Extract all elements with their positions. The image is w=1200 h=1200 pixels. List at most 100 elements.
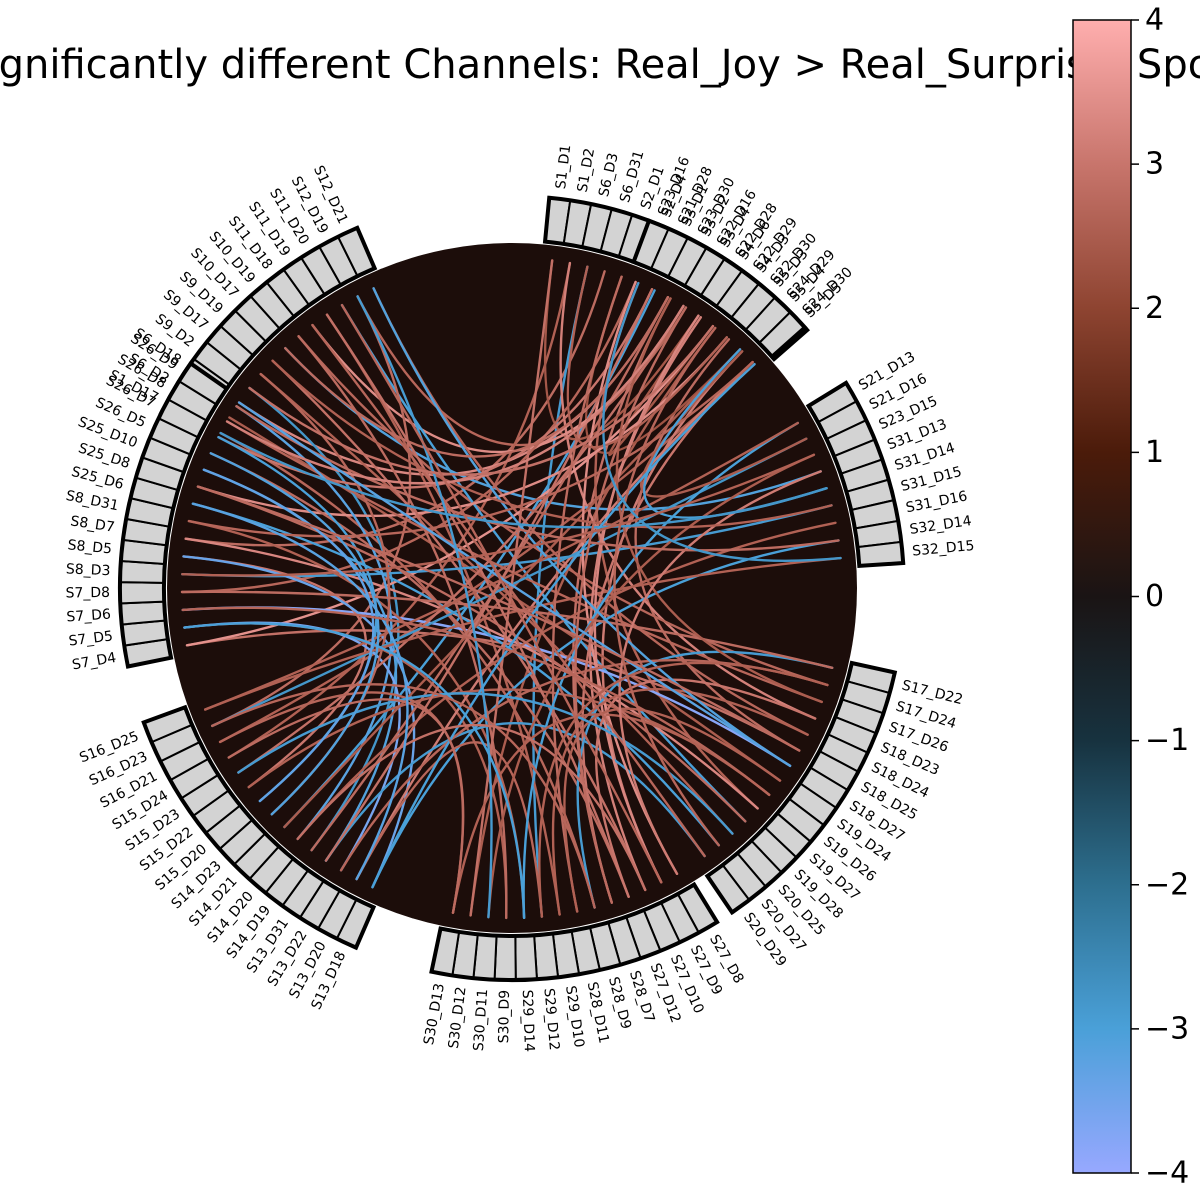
edge-S20_D29-S11_D18 xyxy=(311,323,706,858)
edge-S4_D6-S22_D29 xyxy=(608,316,715,457)
node-label-S30_D11: S30_D11 xyxy=(471,988,491,1051)
node-label-S30_D9: S30_D9 xyxy=(496,990,513,1044)
edge-S27_D10-S4_D6 xyxy=(588,316,702,892)
edge-S5_D5-S13_D18 xyxy=(371,363,756,889)
edge-S4_D3-S20_D27 xyxy=(613,326,720,847)
colorbar-tick-label: 4 xyxy=(1145,3,1164,38)
node-label-S7_D5: S7_D5 xyxy=(68,628,114,649)
edge-S6_D18-S18_D27 xyxy=(237,401,792,767)
colorbar-tick-label: 3 xyxy=(1145,147,1164,182)
edge-S17_D22-S7_D8 xyxy=(180,590,834,669)
node-S30_D9 xyxy=(493,934,517,981)
edge-S25_D6-S20_D27 xyxy=(191,502,720,847)
node-label-S7_D6: S7_D6 xyxy=(66,607,112,626)
group-border-6 xyxy=(704,660,898,916)
edge-S18_D23-S27_D12 xyxy=(595,678,817,898)
edge-S31_D15-S9_D19 xyxy=(271,359,833,529)
edge-S23_D30-S10_D17 xyxy=(284,296,670,458)
edge-S8_D3-S23_D15 xyxy=(181,453,816,577)
edge-S15_D24-S30_D13 xyxy=(227,698,465,914)
edge-S2_D4-S32_D15 xyxy=(602,281,842,562)
colorbar-tick-label: −1 xyxy=(1145,723,1189,758)
node-label-S29_D12: S29_D12 xyxy=(540,988,562,1051)
chord-diagram: S1_D1 S1_D2S6_D3S6_D31S2_D1S2_D4S3_D1S3_D… xyxy=(64,144,975,1052)
edge-S28_D9-S17_D22 xyxy=(576,650,834,909)
node-label-S30_D12: S30_D12 xyxy=(446,986,470,1050)
node-label-S28_D11: S28_D11 xyxy=(584,981,612,1045)
colorbar-tick-label: −3 xyxy=(1145,1011,1189,1046)
group-border-7 xyxy=(805,380,906,568)
edge-S11_D20-S27_D9 xyxy=(340,303,663,884)
edge-S22_D16-S26_D8 xyxy=(225,304,685,485)
edge-S7_D5-S29_D14 xyxy=(183,622,526,919)
edge-S19_D26-S7_D6 xyxy=(181,606,771,796)
node-label-S1_D2: S1_D2 xyxy=(575,147,599,194)
edges xyxy=(180,259,842,920)
edge-S29_D12-S13_D20 xyxy=(355,741,544,918)
group-border-4 xyxy=(141,704,377,951)
edge-S16_D23-S28_D9 xyxy=(211,683,596,909)
colorbar-tick-label: 1 xyxy=(1145,435,1164,470)
node-label-S29_D10: S29_D10 xyxy=(562,985,587,1049)
group-border-5 xyxy=(429,881,720,982)
group-border-1 xyxy=(542,195,810,362)
edge-S27_D8-S23_D16 xyxy=(581,280,679,875)
node-label-S8_D7: S8_D7 xyxy=(69,513,115,535)
edge-S13_D20-S25_D6 xyxy=(191,502,409,881)
edge-S19_D28-S25_D8 xyxy=(196,485,747,823)
edge-S28_D11-S2_D1 xyxy=(551,275,623,913)
edge-S18_D25-S25_D8 xyxy=(196,485,801,752)
edge-S13_D31-S20_D29 xyxy=(324,721,706,862)
colorbar-gradient xyxy=(1072,19,1132,1174)
node-label-S8_D5: S8_D5 xyxy=(67,537,113,557)
edge-S14_D20-S31_D16 xyxy=(296,521,837,841)
edge-S3_D4-S12_D19 xyxy=(356,295,688,447)
edge-S8_D7-S19_D27 xyxy=(184,537,759,810)
node-S7_D8 xyxy=(119,581,166,605)
node-label-S6_D3: S6_D3 xyxy=(596,151,622,198)
node-label-S30_D13: S30_D13 xyxy=(421,982,448,1046)
node-label-S31_D16: S31_D16 xyxy=(905,488,969,516)
edge-S30_D12-S1_D1 xyxy=(469,259,554,917)
colorbar: 4 3 2 1 0 −1 −2 −3 −4 xyxy=(1072,3,1189,1191)
colorbar-tick-label: 0 xyxy=(1145,579,1164,614)
edge-S31_D13-S27_D8 xyxy=(618,470,822,875)
group-border-8 xyxy=(631,218,808,360)
node-S29_D14 xyxy=(514,934,539,981)
edge-S29_D10-S18_D24 xyxy=(551,688,809,916)
edge-S12_D19-S16_D23 xyxy=(211,295,412,728)
group-border-3 xyxy=(118,360,230,669)
edge-S10_D19-S17_D24 xyxy=(297,335,829,687)
node-label-S8_D3: S8_D3 xyxy=(66,561,111,579)
colorbar-tick-label: −4 xyxy=(1145,1156,1189,1191)
node-label-S29_D14: S29_D14 xyxy=(519,989,537,1052)
node-label-S32_D14: S32_D14 xyxy=(909,513,973,538)
edge-S9_D2-S22_D29 xyxy=(248,325,715,476)
edge-S14_D20-S27_D10 xyxy=(296,723,647,892)
node-label-S7_D4: S7_D4 xyxy=(71,650,118,673)
edge-S17_D24-S29_D12 xyxy=(538,661,829,918)
edge-S26_D8-S17_D26 xyxy=(225,420,823,704)
edge-S22_D30-S6_D3 xyxy=(566,265,728,449)
colorbar-tick-label: −2 xyxy=(1145,867,1189,902)
node-label-S1_D1: S1_D1 xyxy=(553,144,574,190)
edge-S3_D4-S28_D7 xyxy=(574,306,688,904)
edge-S1_D1-S22_D28 xyxy=(543,259,700,441)
colorbar-tick-label: 2 xyxy=(1145,291,1164,326)
group-border-2 xyxy=(158,225,378,436)
chart-title: Significantly different Channels: Real_J… xyxy=(0,42,1200,88)
node-group-4: S13_D18S13_D20S13_D22S13_D31S14_D19S14_D… xyxy=(77,704,377,1012)
edge-S25_D10-S15_D20 xyxy=(202,468,375,803)
node-S7_D6 xyxy=(119,600,167,626)
edge-S30_D13-S19_D26 xyxy=(451,713,771,914)
edge-S1_D17-S31_D14 xyxy=(219,431,828,529)
edge-S12_D19-S30_D11 xyxy=(356,295,493,919)
node-label-S32_D15: S32_D15 xyxy=(912,538,975,560)
edge-S27_D12-S11_D19 xyxy=(325,313,630,898)
edge-S5_D5-S16_D21 xyxy=(218,363,756,744)
edge-S21_D13-S16_D25 xyxy=(204,421,799,711)
node-S29_D12 xyxy=(533,932,560,981)
node-label-S8_D31: S8_D31 xyxy=(64,488,120,514)
node-label-S7_D8: S7_D8 xyxy=(65,585,110,602)
